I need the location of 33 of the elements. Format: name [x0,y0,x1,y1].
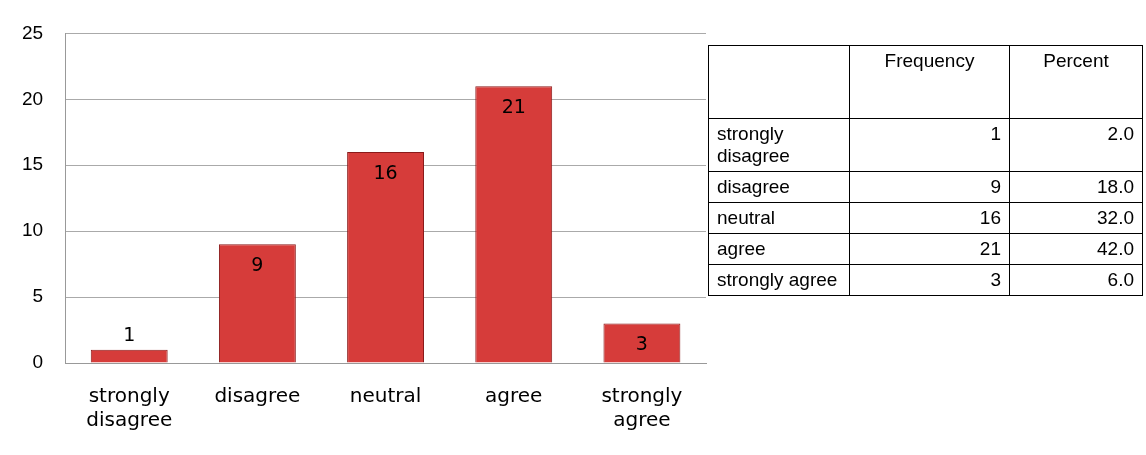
data-label: 16 [849,202,1010,234]
data-label: 2.0 [1009,118,1143,172]
data-label: 1 [849,118,1010,172]
category-label: strongly agree [708,264,850,296]
data-label: 9 [251,253,264,276]
category-label: disagree [708,171,850,203]
data-label: 6.0 [1009,264,1143,296]
data-label: 9 [849,171,1010,203]
x-tick-label: neutral [349,383,422,408]
y-tick-label: 20 [21,87,44,109]
data-label: 21 [501,95,526,118]
text: Percent [1009,45,1143,119]
y-tick-label: 15 [21,153,44,175]
data-label: 3 [849,264,1010,296]
y-tick-label: 0 [32,351,44,373]
data-label: 1 [123,322,136,345]
x-tick-label: disagree [214,383,301,408]
y-tick-label: 5 [32,285,44,307]
data-label: 3 [635,332,648,355]
x-tick-label: strongly agree [601,383,683,432]
category-label: agree [708,233,850,265]
category-label: strongly disagree [708,118,850,172]
data-label: 32.0 [1009,202,1143,234]
data-label: 16 [373,160,398,183]
y-tick-label: 25 [21,21,44,43]
data-label: 21 [849,233,1010,265]
data-label: 42.0 [1009,233,1143,265]
data-label: 18.0 [1009,171,1143,203]
x-tick-label: strongly disagree [86,383,173,432]
category-label: neutral [708,202,850,234]
y-tick-label: 10 [21,219,44,241]
text: Frequency [849,45,1010,119]
x-tick-label: agree [485,383,543,408]
